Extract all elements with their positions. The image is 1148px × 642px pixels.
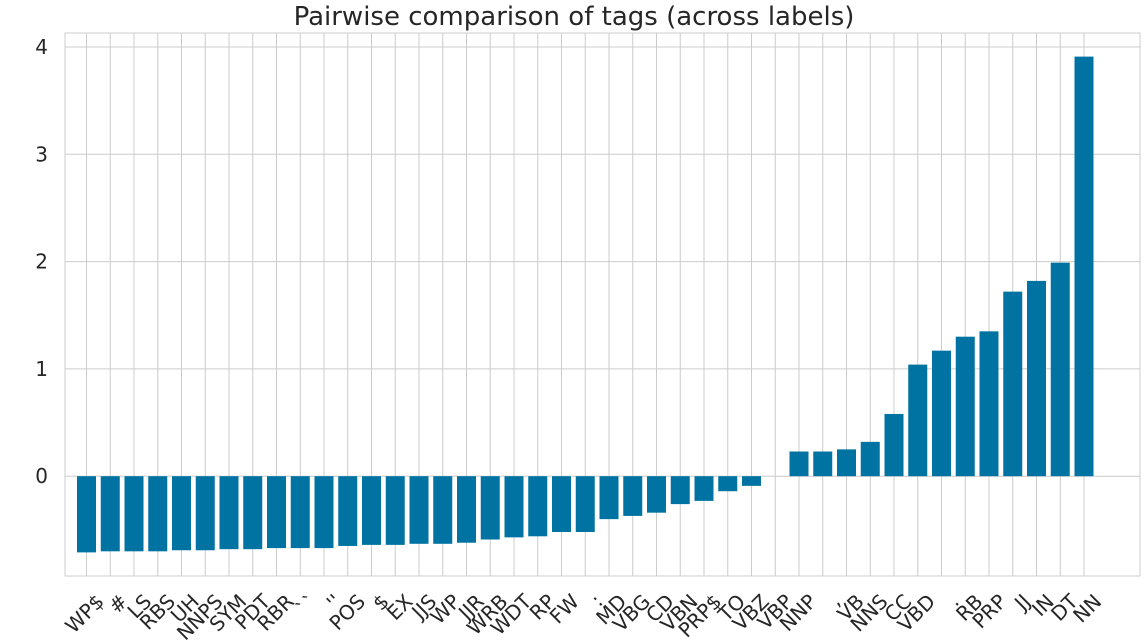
x-tick-label: WP$ [60, 589, 108, 637]
bar-39 [1003, 291, 1023, 477]
bar-17 [480, 476, 500, 540]
bar-15 [433, 476, 453, 544]
y-tick-label: 2 [35, 250, 48, 274]
bar-14 [409, 476, 429, 544]
bar-41 [1050, 262, 1070, 477]
bar-28 [742, 476, 761, 486]
bar-12 [362, 476, 381, 545]
bar-27 [718, 476, 738, 492]
bar-30 [789, 451, 809, 477]
bar-6 [219, 476, 239, 550]
bar-23 [623, 476, 643, 516]
chart-title: Pairwise comparison of tags (across labe… [293, 2, 855, 32]
bar-11 [338, 476, 358, 546]
bar-35 [908, 364, 928, 477]
y-tick-label: 4 [35, 35, 48, 59]
bar-40 [1027, 280, 1046, 477]
bar-36 [932, 350, 951, 477]
bar-3 [148, 476, 168, 552]
bar-16 [457, 476, 476, 543]
x-tick-label: FW [545, 589, 584, 628]
bar-0 [77, 476, 96, 553]
bar-13 [385, 476, 405, 545]
bar-10 [314, 476, 334, 549]
bar-34 [884, 413, 904, 477]
bar-32 [837, 449, 856, 477]
y-tick-label: 1 [35, 357, 48, 381]
bar-38 [979, 331, 999, 477]
bar-19 [528, 476, 548, 537]
bar-42 [1074, 56, 1094, 477]
bar-26 [694, 476, 714, 501]
bar-24 [647, 476, 666, 513]
bar-33 [860, 441, 880, 477]
bar-18 [504, 476, 524, 538]
plot-frame [64, 32, 1141, 577]
bar-31 [813, 451, 833, 477]
bar-5 [195, 476, 215, 551]
x-tick-label: `` [291, 589, 322, 620]
bar-1 [100, 476, 120, 552]
x-tick-label: NN [1068, 589, 1106, 627]
bar-4 [172, 476, 191, 551]
bar-8 [267, 476, 286, 549]
bar-25 [670, 476, 690, 505]
bar-37 [955, 336, 975, 477]
bar-20 [552, 476, 571, 533]
y-tick-label: 3 [35, 142, 48, 166]
bar-7 [243, 476, 263, 550]
bar-22 [599, 476, 619, 520]
y-tick-label: 0 [35, 464, 48, 488]
bar-9 [290, 476, 310, 549]
bar-2 [124, 476, 144, 552]
bars [77, 56, 1094, 553]
y-tick-labels: 0 1 2 3 4 [35, 35, 48, 488]
bar-21 [575, 476, 595, 533]
